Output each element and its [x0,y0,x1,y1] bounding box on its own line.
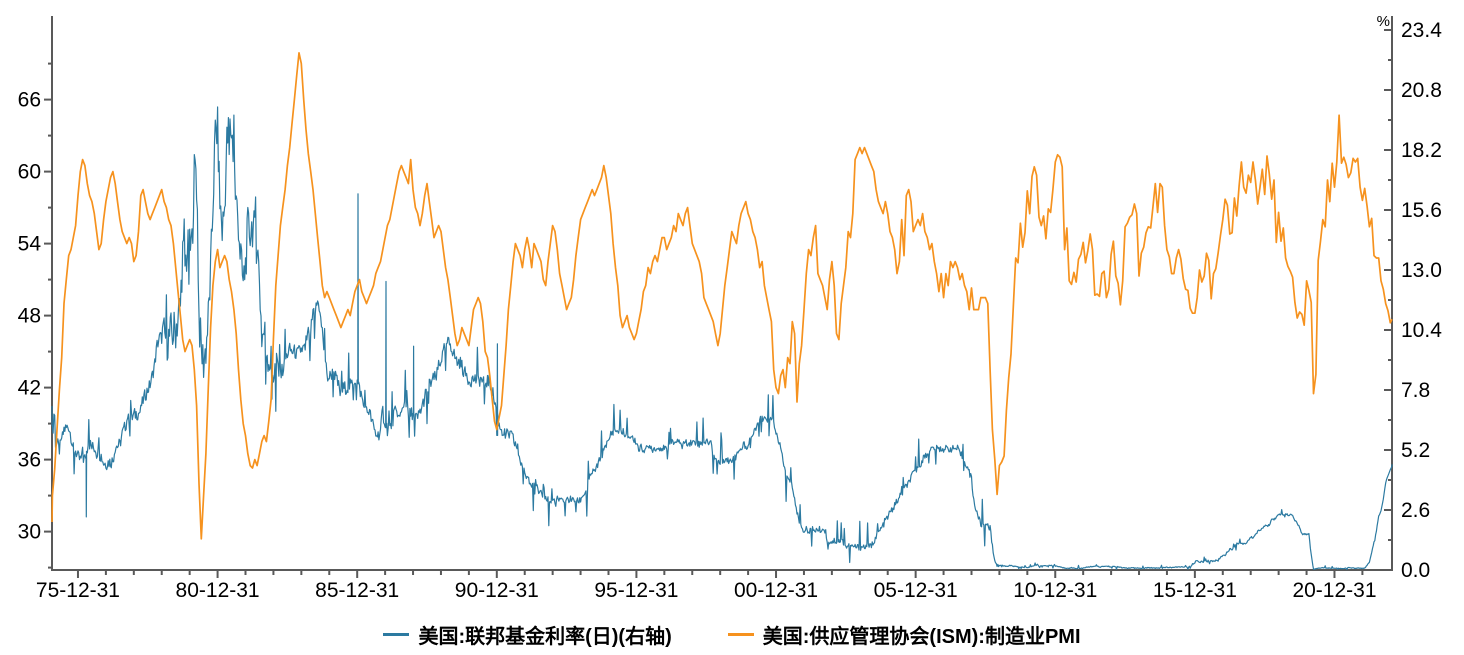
svg-text:10.4: 10.4 [1401,319,1442,342]
legend-item-fed-funds-rate: 美国:联邦基金利率(日)(右轴) [383,620,672,649]
svg-text:0.0: 0.0 [1401,559,1430,582]
svg-text:85-12-31: 85-12-31 [315,579,399,602]
fed-funds-line-swatch-icon [383,633,410,636]
chart-legend: 美国:联邦基金利率(日)(右轴) 美国:供应管理协会(ISM):制造业PMI [0,620,1464,649]
svg-text:60: 60 [18,161,41,184]
fed-funds-legend-label: 美国:联邦基金利率(日)(右轴) [418,626,672,648]
svg-text:13.0: 13.0 [1401,259,1442,282]
svg-text:80-12-31: 80-12-31 [176,579,260,602]
svg-text:15.6: 15.6 [1401,199,1442,222]
svg-text:75-12-31: 75-12-31 [36,579,120,602]
svg-text:36: 36 [18,449,41,472]
svg-text:05-12-31: 05-12-31 [874,579,958,602]
svg-text:15-12-31: 15-12-31 [1153,579,1237,602]
ism-pmi-line-swatch-icon [727,633,754,636]
svg-text:23.4: 23.4 [1401,19,1442,42]
svg-text:2.6: 2.6 [1401,499,1430,522]
svg-text:20.8: 20.8 [1401,79,1442,102]
svg-text:00-12-31: 00-12-31 [734,579,818,602]
legend-item-ism-pmi: 美国:供应管理协会(ISM):制造业PMI [727,620,1081,649]
right-axis-unit-label: % [1376,13,1390,30]
svg-text:90-12-31: 90-12-31 [455,579,539,602]
ism-pmi-legend-label: 美国:供应管理协会(ISM):制造业PMI [762,626,1081,648]
svg-text:95-12-31: 95-12-31 [594,579,678,602]
svg-text:18.2: 18.2 [1401,139,1442,162]
svg-text:42: 42 [18,377,41,400]
svg-text:66: 66 [18,89,41,112]
svg-text:5.2: 5.2 [1401,439,1430,462]
svg-text:30: 30 [18,521,41,544]
svg-text:7.8: 7.8 [1401,379,1430,402]
svg-text:10-12-31: 10-12-31 [1013,579,1097,602]
svg-text:48: 48 [18,305,41,328]
svg-text:20-12-31: 20-12-31 [1292,579,1376,602]
svg-text:54: 54 [18,233,42,256]
